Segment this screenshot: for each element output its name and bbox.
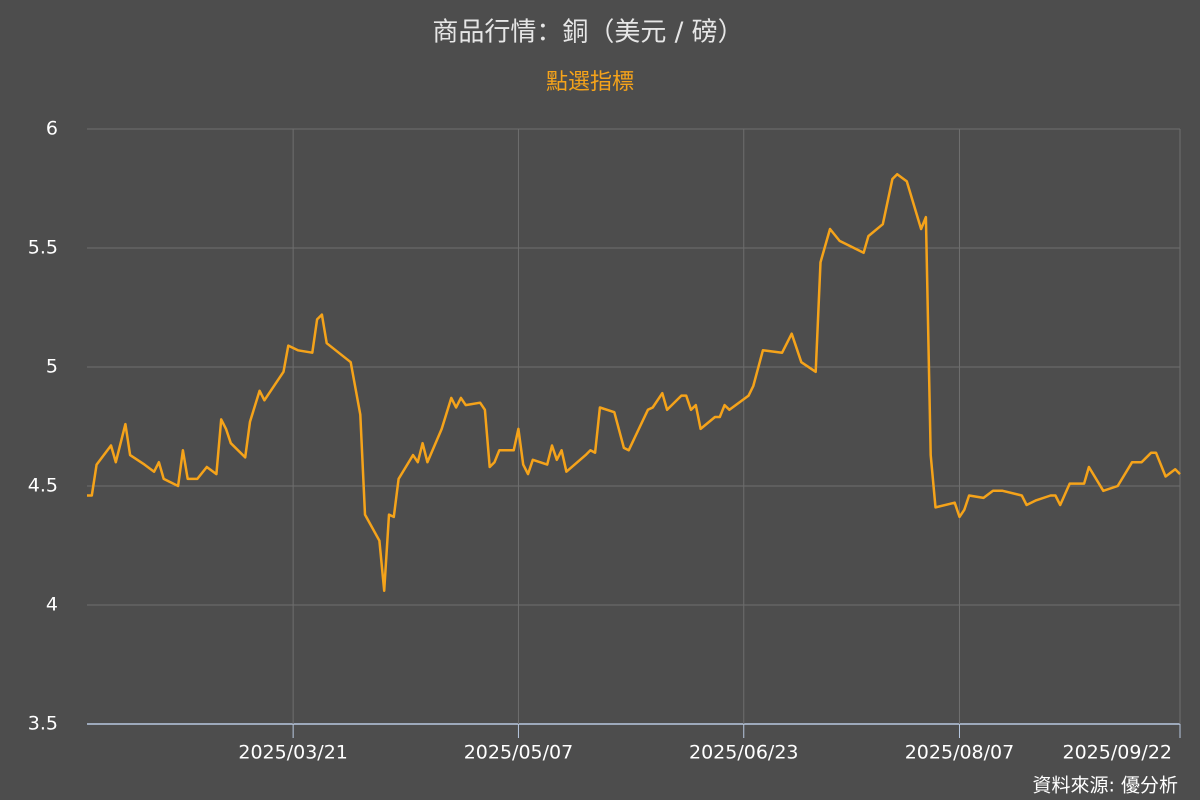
indicator-link[interactable]: 點選指標 xyxy=(546,70,634,95)
x-tick-label: 2025/05/07 xyxy=(464,742,574,764)
y-tick-label: 4.5 xyxy=(28,475,58,497)
x-tick-label: 2025/06/23 xyxy=(689,742,799,764)
y-tick-label: 4 xyxy=(46,594,58,616)
price-line xyxy=(87,172,1181,592)
source: 資料來源: 優分析 xyxy=(1033,775,1178,797)
y-tick-label: 5.5 xyxy=(28,237,58,259)
chart-title: 商品行情：銅（美元 / 磅） xyxy=(432,18,743,48)
y-tick-label: 6 xyxy=(46,118,58,140)
y-tick-label: 3.5 xyxy=(28,713,58,735)
x-tick-label: 2025/03/21 xyxy=(238,742,348,764)
x-tick-label: 2025/09/22 xyxy=(1062,742,1172,764)
x-tick-label: 2025/08/07 xyxy=(905,742,1015,764)
y-tick-label: 5 xyxy=(46,356,58,378)
